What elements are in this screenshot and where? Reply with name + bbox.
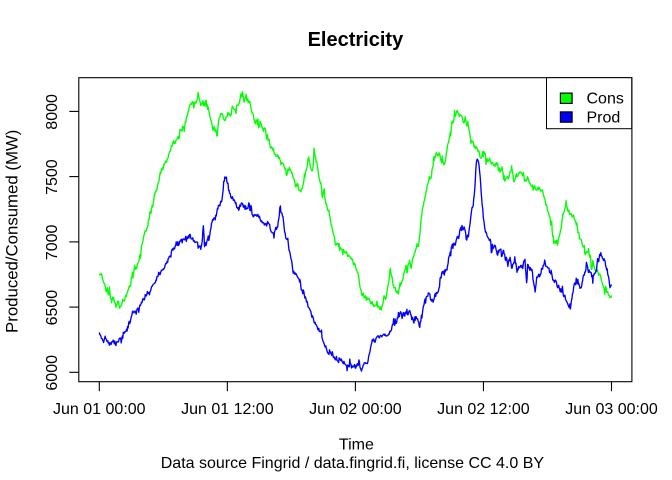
svg-text:Jun 01 12:00: Jun 01 12:00	[181, 401, 274, 418]
svg-text:7500: 7500	[44, 159, 61, 195]
svg-text:Data source Fingrid / data.fin: Data source Fingrid / data.fingrid.fi, l…	[161, 455, 545, 472]
svg-text:Prod: Prod	[587, 110, 621, 127]
svg-text:8000: 8000	[44, 94, 61, 130]
svg-text:Jun 02 00:00: Jun 02 00:00	[309, 401, 402, 418]
svg-text:7000: 7000	[44, 225, 61, 261]
svg-text:Jun 01 00:00: Jun 01 00:00	[53, 401, 146, 418]
svg-text:Jun 02 12:00: Jun 02 12:00	[437, 401, 530, 418]
svg-text:Produced/Consumed (MW): Produced/Consumed (MW)	[3, 130, 22, 333]
svg-text:Electricity: Electricity	[308, 29, 404, 51]
svg-text:Time: Time	[339, 437, 374, 454]
svg-text:Cons: Cons	[587, 90, 624, 107]
svg-text:6000: 6000	[44, 355, 61, 391]
svg-text:Jun 03 00:00: Jun 03 00:00	[565, 401, 658, 418]
svg-text:6500: 6500	[44, 290, 61, 326]
